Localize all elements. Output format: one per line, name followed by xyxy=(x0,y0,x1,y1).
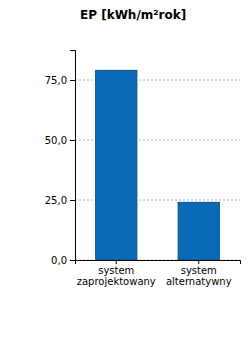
bar xyxy=(178,202,219,260)
y-tick: 75,0 xyxy=(45,75,75,86)
x-tick: systemalternatywny xyxy=(166,260,232,287)
y-tick: 50,0 xyxy=(45,135,75,146)
y-tick-label: 50,0 xyxy=(45,135,67,146)
y-tick-label: 0,0 xyxy=(51,255,67,266)
bar xyxy=(96,70,137,260)
x-axis-line xyxy=(76,261,241,265)
x-tick: systemzaprojektowany xyxy=(77,260,156,287)
y-tick-mark xyxy=(70,140,75,141)
y-tick-mark xyxy=(70,260,75,261)
chart: 0,025,050,075,0systemzaprojektowanysyste… xyxy=(0,0,250,350)
y-axis-line xyxy=(70,51,76,261)
x-tick-label: systemalternatywny xyxy=(166,265,232,287)
title: EP [kWh/m²rok] xyxy=(80,8,186,22)
y-tick-mark xyxy=(70,200,75,201)
y-tick-mark xyxy=(70,80,75,81)
x-tick-mark xyxy=(116,260,117,264)
x-axis: systemzaprojektowany systemalternatywny xyxy=(76,260,241,287)
x-tick-mark xyxy=(198,260,199,264)
y-tick-label: 25,0 xyxy=(45,195,67,206)
y-axis: 0,0 25,0 50,0 75,0 xyxy=(45,51,76,266)
x-tick-label: systemzaprojektowany xyxy=(77,265,156,287)
y-tick: 0,0 xyxy=(51,255,75,266)
y-tick-label: 75,0 xyxy=(45,75,67,86)
bars xyxy=(96,70,220,260)
y-tick: 25,0 xyxy=(45,195,75,206)
